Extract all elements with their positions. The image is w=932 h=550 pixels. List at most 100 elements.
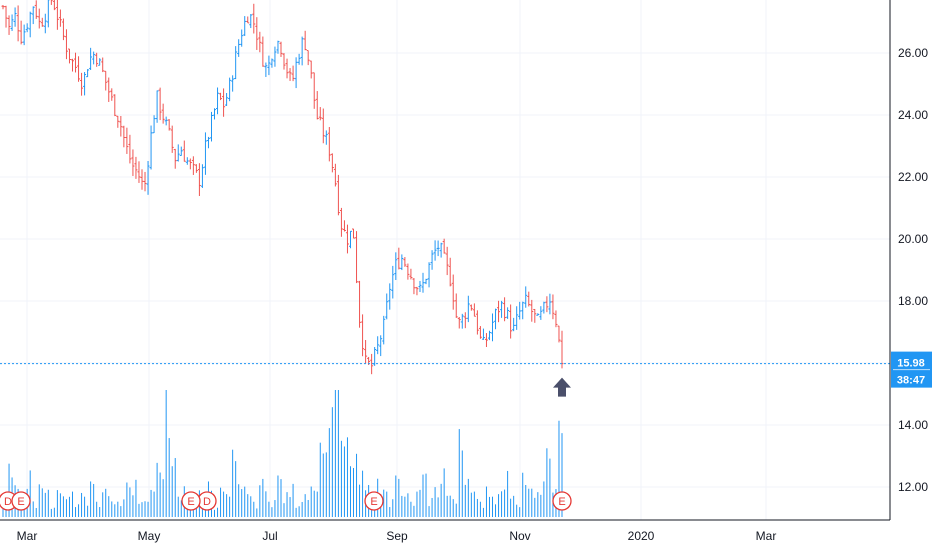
candle xyxy=(34,0,38,19)
candle xyxy=(385,293,389,320)
candle xyxy=(101,57,105,73)
y-tick-label: 24.00 xyxy=(898,108,928,122)
svg-text:D: D xyxy=(4,496,12,508)
candle xyxy=(285,58,289,79)
candle xyxy=(134,156,138,179)
svg-text:E: E xyxy=(370,496,377,508)
candle xyxy=(342,220,346,232)
candle xyxy=(560,330,564,369)
candle xyxy=(197,163,201,196)
candle xyxy=(333,163,337,187)
earnings-marker[interactable]: E xyxy=(364,491,384,511)
candle xyxy=(533,308,537,323)
candle xyxy=(86,69,90,78)
candle xyxy=(10,14,14,31)
candle xyxy=(25,23,29,33)
candle xyxy=(179,146,183,156)
candle xyxy=(282,53,286,70)
y-tick-label: 12.00 xyxy=(898,480,928,494)
candle xyxy=(487,330,491,341)
candle xyxy=(89,47,93,71)
candle xyxy=(43,13,47,34)
candle xyxy=(176,144,180,162)
candle xyxy=(412,278,416,295)
y-tick-label: 20.00 xyxy=(898,232,928,246)
candle xyxy=(173,148,177,169)
candle xyxy=(37,8,41,29)
candle xyxy=(170,125,174,153)
candle xyxy=(506,307,510,319)
candle xyxy=(330,153,334,173)
candle xyxy=(500,300,504,318)
candle xyxy=(116,115,120,128)
x-tick-label: Jul xyxy=(262,529,277,543)
candle xyxy=(140,169,144,190)
volume-layer xyxy=(2,390,563,517)
earnings-marker[interactable]: E xyxy=(11,491,31,511)
candle xyxy=(234,46,238,80)
candle xyxy=(397,247,401,270)
candle xyxy=(237,39,241,57)
candle xyxy=(206,136,210,149)
candle xyxy=(424,278,428,285)
candle xyxy=(324,130,328,145)
candle xyxy=(264,62,268,77)
candle xyxy=(55,0,59,30)
dividend-marker[interactable]: D xyxy=(197,491,217,511)
candle xyxy=(19,20,23,45)
candle xyxy=(110,88,114,101)
earnings-marker[interactable]: E xyxy=(181,491,201,511)
y-tick-label: 22.00 xyxy=(898,170,928,184)
candle xyxy=(466,295,470,323)
candle xyxy=(442,238,446,254)
candle xyxy=(463,312,467,329)
candle xyxy=(31,6,35,25)
event-marker-layer: D DE E E E xyxy=(0,491,572,511)
candle xyxy=(258,31,262,53)
candle xyxy=(119,115,123,137)
candle xyxy=(388,283,392,310)
candle xyxy=(261,36,265,67)
candle xyxy=(469,304,473,311)
candle xyxy=(161,103,165,124)
candle xyxy=(345,224,349,254)
x-tick-label: 2020 xyxy=(628,529,655,543)
candle xyxy=(70,58,74,72)
candle xyxy=(427,262,431,288)
candle xyxy=(104,70,108,91)
candle xyxy=(300,36,304,66)
candle xyxy=(376,336,380,355)
earnings-marker[interactable]: E xyxy=(552,491,572,511)
candle xyxy=(457,316,461,329)
last-price-tag: 15.98 38:47 xyxy=(891,351,932,388)
grid-layer xyxy=(0,0,890,520)
candle xyxy=(418,280,422,293)
candle xyxy=(539,306,543,320)
candle xyxy=(327,127,331,162)
candle xyxy=(50,0,53,5)
candle xyxy=(361,314,365,357)
candle xyxy=(503,297,507,322)
candle xyxy=(318,107,322,121)
candle xyxy=(515,306,519,330)
arrow-up-annotation xyxy=(553,377,571,397)
candle xyxy=(475,310,479,335)
candle xyxy=(554,310,558,328)
candle xyxy=(83,72,87,96)
candle xyxy=(52,0,56,11)
candle xyxy=(530,299,534,322)
candle xyxy=(7,15,11,35)
candle xyxy=(370,353,374,375)
candle xyxy=(524,286,528,308)
candle xyxy=(249,14,253,29)
candle xyxy=(74,52,78,73)
candle xyxy=(403,257,407,267)
candle xyxy=(321,108,325,144)
candle xyxy=(294,57,298,89)
candle xyxy=(46,0,50,28)
candle xyxy=(400,254,404,271)
candle xyxy=(315,91,319,120)
candle xyxy=(22,24,26,46)
